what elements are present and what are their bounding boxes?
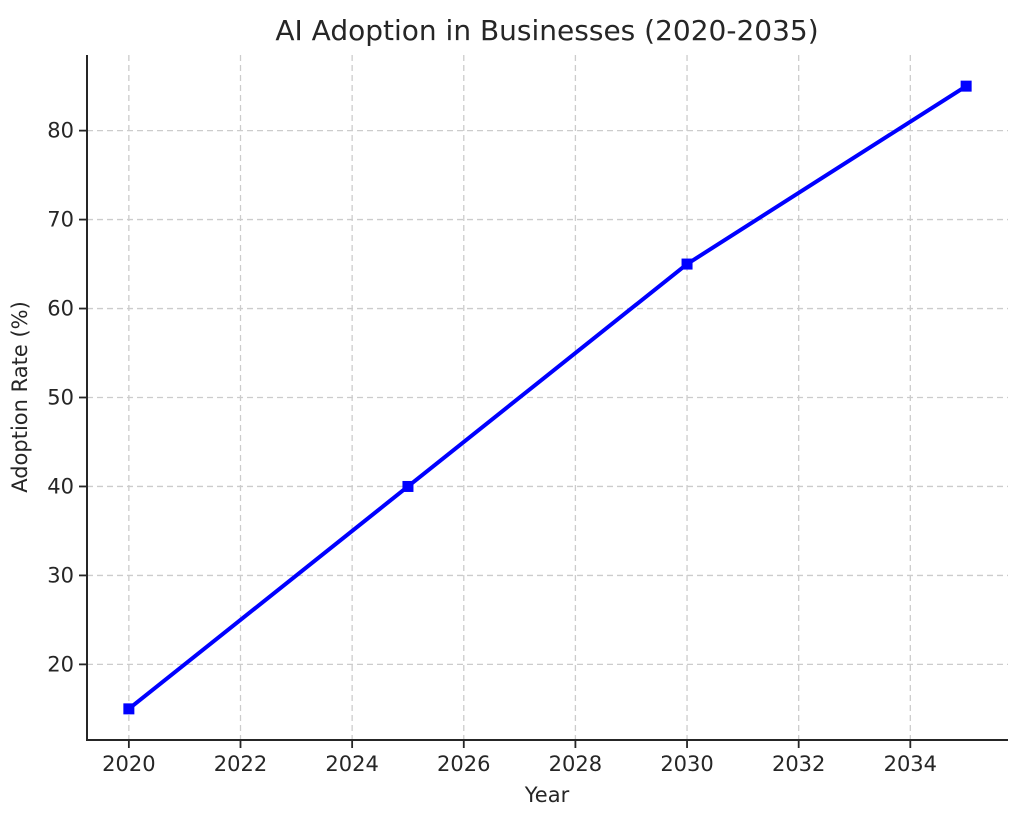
y-tick-label: 50 [47,386,74,410]
data-series [123,80,972,715]
x-tick-label: 2020 [102,752,155,776]
x-axis-label: Year [524,783,570,807]
gridlines [87,55,1008,740]
x-tick-label: 2022 [214,752,267,776]
axes [79,55,1008,748]
data-line [126,84,969,711]
data-point-marker [960,80,972,92]
y-tick-label: 60 [47,297,74,321]
y-tick-label: 40 [47,474,74,498]
y-axis-label: Adoption Rate (%) [8,301,32,493]
data-point-marker [123,703,135,715]
x-tick-label: 2026 [437,752,490,776]
data-point-marker [681,258,693,270]
x-tick-label: 2032 [772,752,825,776]
y-tick-label: 80 [47,119,74,143]
x-tick-label: 2030 [660,752,713,776]
y-tick-label: 70 [47,208,74,232]
x-tick-label: 2024 [325,752,378,776]
y-tick-label: 20 [47,652,74,676]
chart-title: AI Adoption in Businesses (2020-2035) [275,14,818,47]
x-tick-label: 2028 [549,752,602,776]
data-point-marker [402,480,414,492]
tick-labels: 2020 2022 2024 2026 2028 2030 2032 203420304050… [47,119,937,776]
y-tick-label: 30 [47,563,74,587]
x-tick-label: 2034 [884,752,937,776]
